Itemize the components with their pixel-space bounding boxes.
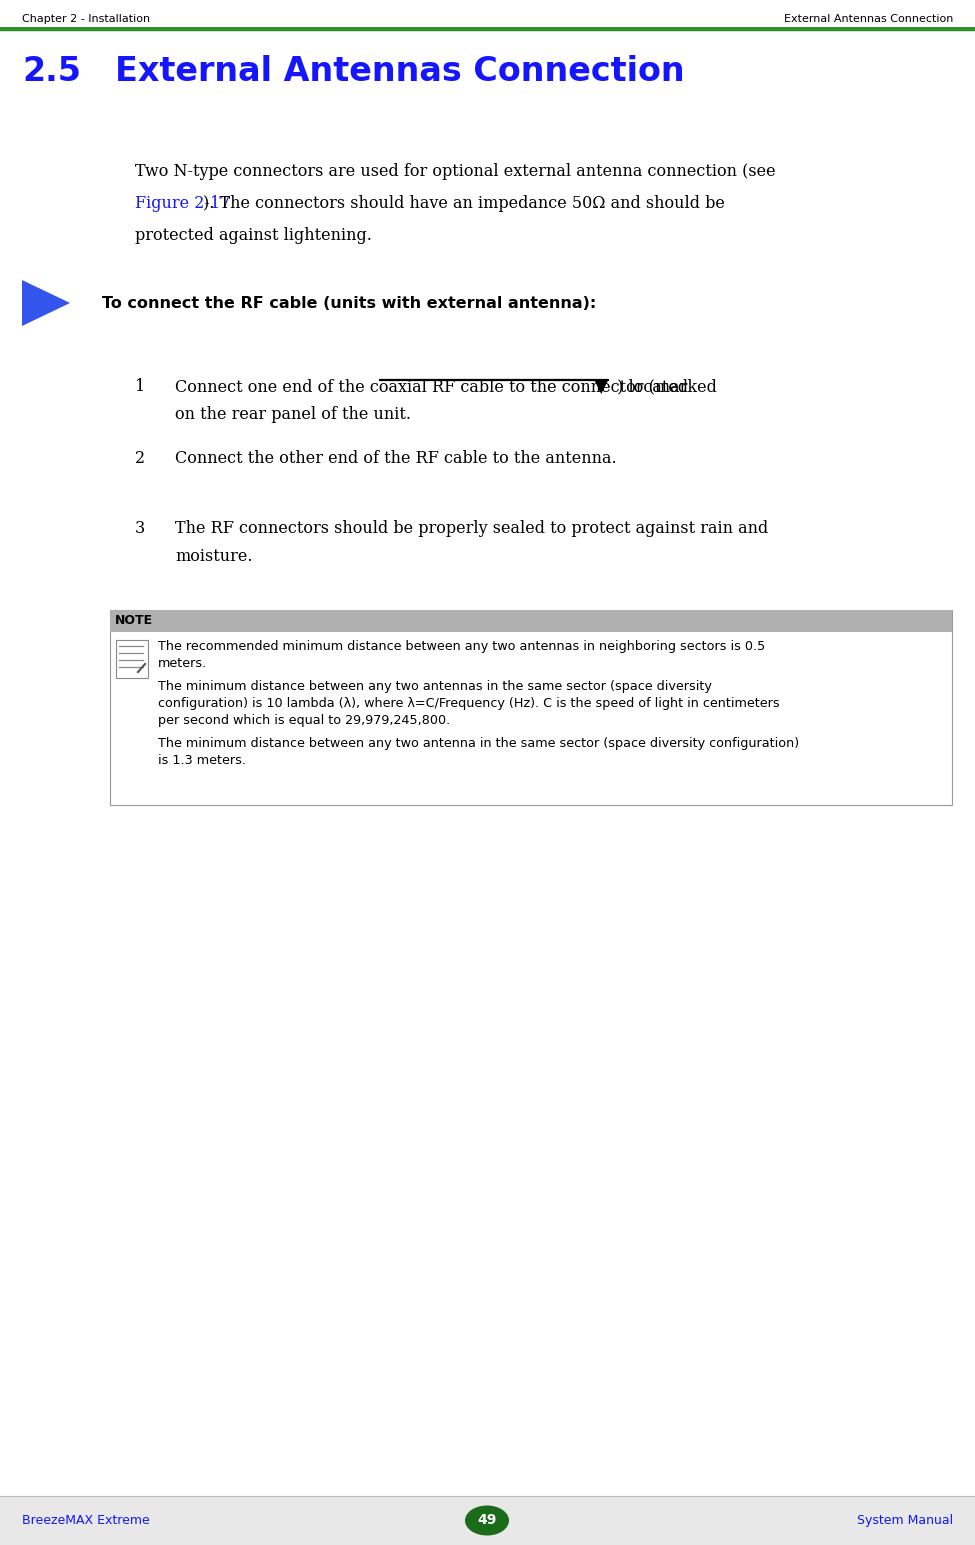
Text: 2.5: 2.5 xyxy=(22,56,81,88)
Text: External Antennas Connection: External Antennas Connection xyxy=(115,56,684,88)
Bar xyxy=(110,610,952,805)
Text: per second which is equal to 29,979,245,800.: per second which is equal to 29,979,245,… xyxy=(158,714,450,728)
Bar xyxy=(110,610,952,632)
Text: The minimum distance between any two antenna in the same sector (space diversity: The minimum distance between any two ant… xyxy=(158,737,800,749)
Text: moisture.: moisture. xyxy=(175,548,253,565)
Text: Connect the other end of the RF cable to the antenna.: Connect the other end of the RF cable to… xyxy=(175,450,616,467)
Text: on the rear panel of the unit.: on the rear panel of the unit. xyxy=(175,406,411,423)
Bar xyxy=(0,1496,975,1545)
Bar xyxy=(116,640,148,678)
Text: Two N-type connectors are used for optional external antenna connection (see: Two N-type connectors are used for optio… xyxy=(135,164,776,181)
Text: Connect one end of the coaxial RF cable to the connector (marked: Connect one end of the coaxial RF cable … xyxy=(175,379,722,396)
Text: External Antennas Connection: External Antennas Connection xyxy=(784,14,953,25)
Text: configuration) is 10 lambda (λ), where λ=C/Frequency (Hz). C is the speed of lig: configuration) is 10 lambda (λ), where λ… xyxy=(158,697,780,711)
Text: 3: 3 xyxy=(135,521,145,538)
Text: 49: 49 xyxy=(478,1514,496,1528)
Text: ). The connectors should have an impedance 50Ω and should be: ). The connectors should have an impedan… xyxy=(203,195,724,212)
Text: BreezeMAX Extreme: BreezeMAX Extreme xyxy=(22,1514,150,1526)
Text: 1: 1 xyxy=(135,379,145,396)
Text: The RF connectors should be properly sealed to protect against rain and: The RF connectors should be properly sea… xyxy=(175,521,768,538)
Text: protected against lightening.: protected against lightening. xyxy=(135,227,371,244)
Text: The minimum distance between any two antennas in the same sector (space diversit: The minimum distance between any two ant… xyxy=(158,680,712,694)
Text: meters.: meters. xyxy=(158,657,208,671)
Text: 2: 2 xyxy=(135,450,145,467)
Polygon shape xyxy=(22,280,70,326)
Text: Figure 2-17: Figure 2-17 xyxy=(135,195,230,212)
Text: The recommended minimum distance between any two antennas in neighboring sectors: The recommended minimum distance between… xyxy=(158,640,765,654)
Ellipse shape xyxy=(465,1505,509,1536)
Text: System Manual: System Manual xyxy=(857,1514,953,1526)
Text: is 1.3 meters.: is 1.3 meters. xyxy=(158,754,246,766)
Text: To connect the RF cable (units with external antenna):: To connect the RF cable (units with exte… xyxy=(102,295,597,311)
Text: NOTE: NOTE xyxy=(115,615,153,627)
Polygon shape xyxy=(594,380,608,394)
Text: Chapter 2 - Installation: Chapter 2 - Installation xyxy=(22,14,150,25)
Text: ) located: ) located xyxy=(612,379,688,396)
